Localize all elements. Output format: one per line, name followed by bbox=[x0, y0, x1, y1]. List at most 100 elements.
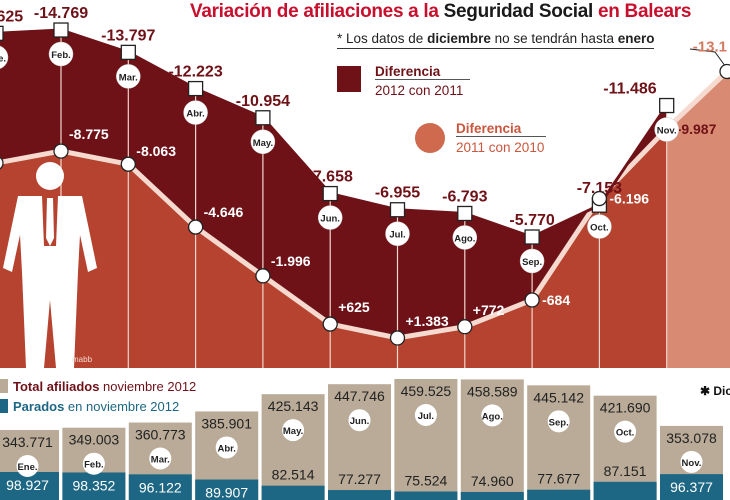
month-badge bbox=[48, 41, 74, 67]
month-label-bottom: Ago. bbox=[482, 411, 503, 422]
total-value-label: 385.901 bbox=[201, 415, 252, 431]
month-label: Feb. bbox=[51, 50, 71, 61]
legend-title-2011-2010: Diferencia bbox=[456, 121, 546, 137]
legend-parados: Parados en noviembre 2012 bbox=[0, 399, 179, 414]
square-marker bbox=[187, 80, 204, 97]
circle-marker bbox=[389, 330, 406, 346]
value-label-2012-2011: -14.625 bbox=[0, 8, 23, 25]
bar-total-afiliados bbox=[261, 394, 325, 500]
square-marker bbox=[659, 97, 675, 114]
month-badge bbox=[587, 214, 612, 239]
total-value-label: 349.003 bbox=[69, 432, 120, 448]
bar-total-afiliados bbox=[527, 385, 591, 500]
value-label-2012-2011: -7.153 bbox=[577, 180, 622, 197]
bar-parados bbox=[394, 491, 458, 500]
bar-parados bbox=[527, 489, 591, 500]
parados-value-label: 82.514 bbox=[272, 467, 315, 483]
note-bold-enero: enero bbox=[617, 31, 655, 46]
month-label: Ago. bbox=[454, 233, 475, 244]
parados-value-label: 75.524 bbox=[404, 473, 447, 489]
parados-value-label: 74.960 bbox=[471, 473, 514, 489]
month-label: Oct. bbox=[590, 223, 608, 234]
month-badge-bottom bbox=[547, 410, 570, 433]
month-label: Mar. bbox=[119, 72, 138, 83]
month-badge-bottom bbox=[348, 409, 371, 432]
month-badge bbox=[183, 100, 208, 125]
man-tie bbox=[46, 198, 54, 246]
circle-marker bbox=[53, 143, 69, 159]
bar-total-afiliados bbox=[394, 379, 458, 500]
value-label-2012-2011: -10.954 bbox=[236, 93, 290, 110]
value-label-2012-2011: -5.770 bbox=[509, 212, 554, 229]
title-part-2: Seguridad Social bbox=[443, 1, 594, 22]
legend-swatch-total bbox=[0, 379, 8, 393]
area-2012-2011 bbox=[0, 30, 667, 338]
legend-title-2012-2011: Diferencia bbox=[375, 64, 470, 80]
month-badge-bottom bbox=[282, 419, 305, 442]
value-label-2012-2011: -13.797 bbox=[101, 27, 155, 44]
month-badge-bottom bbox=[16, 455, 39, 477]
value-label-2011-2010: -684 bbox=[542, 292, 570, 308]
value-label-2011-2010: -8.775 bbox=[69, 126, 109, 142]
legend-swatch-parados bbox=[0, 399, 8, 413]
bar-parados bbox=[62, 472, 126, 500]
square-marker bbox=[389, 202, 406, 218]
parados-value-label: 77.677 bbox=[537, 471, 580, 487]
total-value-label: 458.589 bbox=[467, 383, 518, 399]
title-part-3: en Balears bbox=[593, 1, 692, 22]
bar-parados bbox=[593, 481, 657, 500]
legend-subtitle-2011-2010: 2011 con 2010 bbox=[456, 140, 545, 155]
total-value-label: 353.078 bbox=[666, 430, 717, 446]
total-value-label: 425.143 bbox=[268, 398, 319, 414]
month-label-bottom: Jun. bbox=[350, 416, 370, 427]
total-value-label: 421.690 bbox=[600, 400, 651, 416]
month-label: May. bbox=[253, 138, 273, 149]
month-label: Jun. bbox=[320, 214, 340, 225]
credit-mabb: mabb bbox=[72, 355, 93, 364]
month-label-bottom: Abr. bbox=[217, 443, 235, 454]
dic-note: ✱ Dic bbox=[700, 384, 730, 398]
title-part-1: Variación de afiliaciones a la bbox=[190, 1, 444, 22]
value-label-2011-2010: +772 bbox=[473, 302, 505, 318]
month-label-bottom: Ene. bbox=[17, 462, 37, 473]
total-value-label: 447.746 bbox=[334, 388, 385, 404]
value-label-2011-2010: +625 bbox=[338, 299, 370, 315]
businessman-icon bbox=[3, 162, 97, 368]
note-prefix: * Los datos de bbox=[337, 31, 428, 46]
legend-total-rest: noviembre 2012 bbox=[99, 379, 197, 394]
man-head bbox=[36, 162, 64, 190]
circle-marker bbox=[120, 156, 136, 172]
chart-title: Variación de afiliaciones a la Seguridad… bbox=[190, 1, 691, 23]
square-marker bbox=[255, 110, 271, 126]
value-label-2011-2010: -1.996 bbox=[271, 253, 311, 269]
value-label-2012-2011: -12.223 bbox=[168, 64, 222, 81]
parados-value-label: 89.907 bbox=[205, 485, 248, 500]
month-badge bbox=[654, 117, 679, 142]
bar-parados bbox=[660, 474, 723, 500]
month-badge-bottom bbox=[82, 452, 105, 475]
month-badge-bottom bbox=[680, 450, 703, 473]
value-label-2012-2011: -11.486 bbox=[603, 81, 656, 98]
legend-subtitle-2012-2011: 2012 con 2011 bbox=[375, 83, 464, 98]
value-label-2011-2010: -9.987 bbox=[677, 121, 717, 137]
month-label: Jul. bbox=[389, 230, 405, 241]
legend-swatch-2012-2011 bbox=[337, 66, 361, 92]
circle-marker bbox=[0, 156, 4, 170]
value-label-2012-2011: -7.658 bbox=[308, 169, 353, 186]
month-badge bbox=[116, 64, 141, 89]
month-badge bbox=[317, 205, 343, 230]
square-marker bbox=[120, 44, 136, 61]
month-badge bbox=[385, 221, 410, 246]
divider bbox=[0, 368, 730, 372]
month-label-bottom: May. bbox=[283, 426, 303, 437]
value-label-2012-2011: -6.793 bbox=[442, 188, 487, 205]
bar-total-afiliados bbox=[328, 384, 391, 500]
value-label-dic: -13.1 bbox=[693, 39, 727, 56]
square-marker bbox=[457, 205, 473, 222]
month-label: Sep. bbox=[522, 257, 542, 268]
parados-value-label: 77.277 bbox=[338, 471, 381, 487]
note-bold-december: diciembre bbox=[427, 31, 491, 46]
legend-parados-bold: Parados bbox=[13, 399, 65, 414]
bar-parados bbox=[328, 490, 391, 500]
